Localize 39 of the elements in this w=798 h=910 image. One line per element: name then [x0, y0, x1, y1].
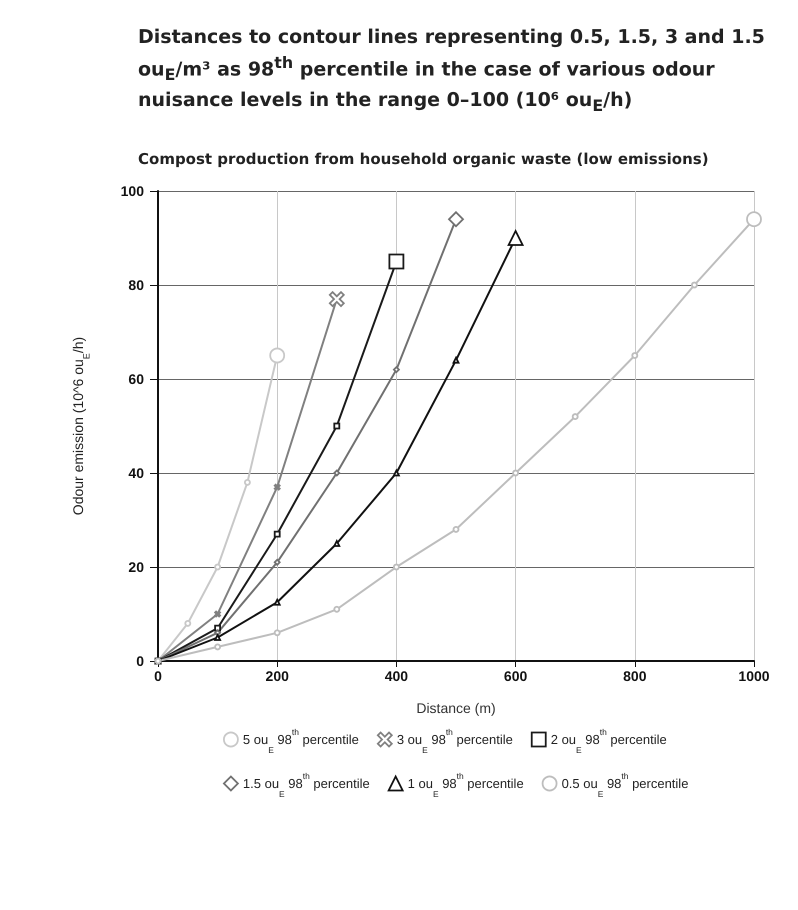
x-tick-label: 800 [623, 668, 647, 684]
x-tick-label: 400 [384, 668, 408, 684]
point [512, 470, 519, 477]
y-tick-label: 40 [128, 465, 144, 482]
point [452, 526, 460, 534]
point [274, 531, 281, 538]
point [393, 366, 400, 374]
y-tick-label: 80 [128, 277, 144, 294]
point [333, 606, 340, 614]
point [572, 414, 579, 420]
y-tick-label: 60 [128, 371, 144, 388]
point [214, 610, 221, 618]
y-axis-title: Odour emission (10^6 ouE/h) [70, 337, 92, 516]
point [393, 564, 400, 571]
y-tick-label: 20 [128, 559, 144, 576]
point [214, 625, 221, 632]
point [274, 484, 281, 491]
x-tick-label: 0 [154, 668, 162, 684]
point [214, 644, 221, 651]
x-tick-label: 600 [504, 668, 528, 684]
point [691, 282, 698, 289]
y-tick-label: 0 [136, 653, 144, 670]
point [333, 422, 340, 430]
point [631, 352, 638, 360]
point [214, 634, 221, 642]
x-tick-label: 200 [266, 668, 290, 684]
point [184, 620, 192, 628]
point [393, 470, 400, 477]
point [214, 564, 221, 571]
x-tick-label: 1000 [738, 668, 770, 684]
y-tick-label: 100 [120, 183, 144, 200]
x-axis-title: Distance (m) [416, 700, 496, 716]
point [244, 479, 251, 486]
chart-subtitle: Compost production from household organic waste (low emissions) [137, 149, 710, 170]
point [274, 630, 281, 637]
point [274, 559, 281, 566]
chart-title: Distances to contour lines representing 0.5, 1.5, 3 and 1.5 ou$_{E}$/m³ as 98$^{th}$ percentile in the case of various odour nuisance levels in the range 0–100 (10⁶ ou$_{E}$/h) [138, 26, 765, 114]
point [333, 540, 340, 548]
point [333, 470, 340, 477]
